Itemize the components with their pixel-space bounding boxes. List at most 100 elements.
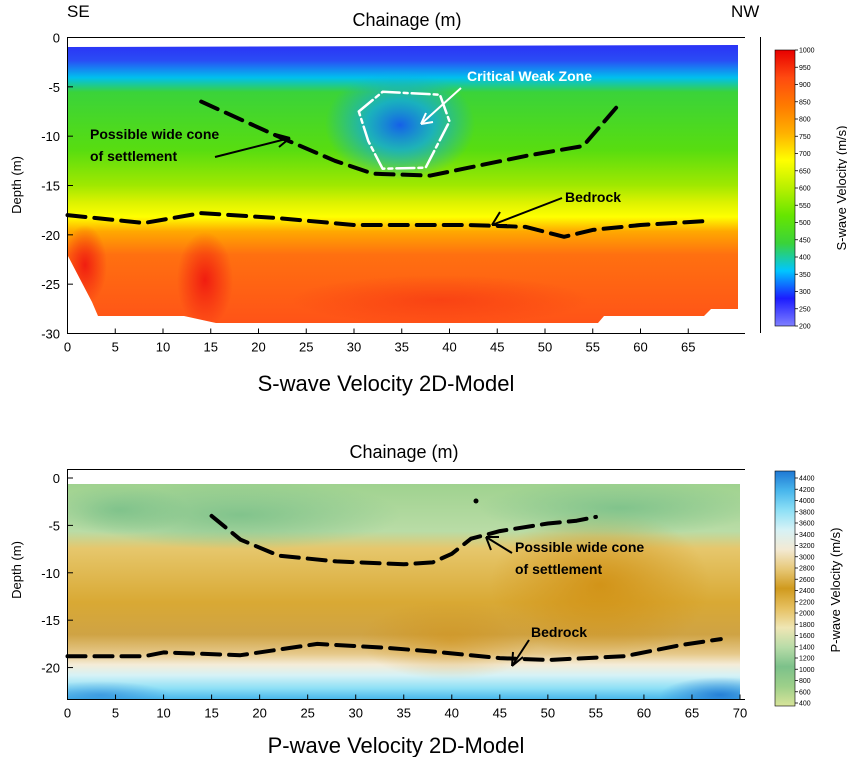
s-x-tick-label: 0 xyxy=(64,340,71,355)
p-interpretation-lines xyxy=(65,513,723,662)
s-chart-title: S-wave Velocity 2D-Model xyxy=(258,371,515,396)
p-colorbar-tick-label: 1200 xyxy=(799,656,815,663)
s-x-tick-label: 15 xyxy=(204,340,218,355)
p-x-tick-label: 0 xyxy=(64,706,71,721)
p-x-tick-label: 60 xyxy=(637,706,651,721)
s-colorbar-ticks: 1000 950 900 850 800 750 700 650 600 550 500 450 400… xyxy=(795,48,815,331)
s-colorbar-tick-label: 300 xyxy=(799,289,811,296)
p-x-tick-label: 15 xyxy=(204,706,218,721)
p-colorbar-tick-label: 2400 xyxy=(799,588,815,595)
s-colorbar-tick-label: 850 xyxy=(799,99,811,106)
p-x-tick-label: 55 xyxy=(589,706,603,721)
s-x-tick-label: 50 xyxy=(538,340,552,355)
s-corner-right: NW xyxy=(731,2,759,21)
p-velocity-field xyxy=(68,484,740,699)
p-colorbar-tick-label: 3000 xyxy=(799,554,815,561)
s-top-label: Chainage (m) xyxy=(352,10,461,30)
p-colorbar-tick-label: 1800 xyxy=(799,622,815,629)
p-colorbar-tick-label: 2600 xyxy=(799,577,815,584)
p-x-tick-label: 5 xyxy=(112,706,119,721)
s-weak-zone-arrow xyxy=(420,87,462,125)
p-x-tick-label: 50 xyxy=(541,706,555,721)
p-colorbar-tick-label: 2200 xyxy=(799,599,815,606)
s-colorbar: 1000 950 900 850 800 750 700 650 600 550 500 450 400… xyxy=(774,48,847,331)
p-x-tick-label: 10 xyxy=(156,706,170,721)
p-colorbar-tick-label: 1600 xyxy=(799,633,815,640)
p-colorbar-tick-label: 3800 xyxy=(799,509,815,516)
s-line-settlement-cone xyxy=(199,99,624,178)
s-y-ticks: 0 -5 -10 -15 -20 -25 -30 xyxy=(41,31,73,342)
s-colorbar-tick-label: 700 xyxy=(799,151,811,158)
p-colorbar-tick-label: 3600 xyxy=(799,521,815,528)
s-y-tick-label: -25 xyxy=(41,277,60,292)
s-y-tick-label: -30 xyxy=(41,327,60,342)
p-axes xyxy=(67,469,745,700)
p-x-tick-label: 35 xyxy=(397,706,411,721)
p-colorbar-tick-label: 4000 xyxy=(799,498,815,505)
p-colorbar-tick-label: 4400 xyxy=(799,476,815,483)
s-colorbar-tick-label: 1000 xyxy=(799,48,815,55)
p-y-tick-label: -10 xyxy=(41,566,60,581)
s-x-ticks: 0 5 10 15 20 25 30 35 40 45 50 55 60 65 xyxy=(64,328,695,355)
s-colorbar-tick-label: 450 xyxy=(799,237,811,244)
s-corner-left: SE xyxy=(67,2,90,21)
s-colorbar-tick-label: 500 xyxy=(799,220,811,227)
p-x-tick-label: 45 xyxy=(493,706,507,721)
p-x-tick-label: 70 xyxy=(733,706,747,721)
s-colorbar-tick-label: 800 xyxy=(799,117,811,124)
p-y-tick-label: 0 xyxy=(53,471,60,486)
p-x-tick-label: 25 xyxy=(300,706,314,721)
s-x-tick-label: 10 xyxy=(156,340,170,355)
s-annotation-cone-1: Possible wide cone xyxy=(90,126,219,142)
s-line-weak-zone xyxy=(357,90,451,170)
s-y-axis-label: Depth (m) xyxy=(9,156,24,214)
p-colorbar-tick-label: 3200 xyxy=(799,543,815,550)
p-y-tick-label: -15 xyxy=(41,613,60,628)
p-colorbar-label: P-wave Velocity (m/s) xyxy=(828,528,843,653)
s-x-tick-label: 25 xyxy=(299,340,313,355)
s-colorbar-tick-label: 400 xyxy=(799,255,811,262)
s-colorbar-label: S-wave Velocity (m/s) xyxy=(834,126,847,251)
p-wave-chart: Chainage (m) 0 5 10 15 20 25 30 35 40 45 50 55 60 65 7… xyxy=(9,442,843,758)
s-interpretation-lines xyxy=(65,90,710,239)
p-x-tick-label: 40 xyxy=(445,706,459,721)
s-colorbar-tick-label: 550 xyxy=(799,203,811,210)
s-colorbar-tick-label: 350 xyxy=(799,272,811,279)
p-x-tick-label: 20 xyxy=(252,706,266,721)
p-colorbar-ticks: 4400 4200 4000 3800 3600 3400 3200 3000 2800 2600… xyxy=(795,476,815,708)
p-colorbar-tick-label: 4200 xyxy=(799,487,815,494)
s-x-tick-label: 65 xyxy=(681,340,695,355)
s-line-bedrock xyxy=(65,211,710,239)
s-velocity-field xyxy=(68,45,738,323)
s-y-tick-label: -20 xyxy=(41,228,60,243)
p-colorbar-tick-label: 800 xyxy=(799,678,811,685)
s-colorbar-tick-label: 250 xyxy=(799,306,811,313)
s-x-tick-label: 20 xyxy=(251,340,265,355)
p-y-tick-label: -5 xyxy=(48,518,60,533)
p-annotation-bedrock: Bedrock xyxy=(531,624,587,640)
s-x-tick-label: 5 xyxy=(112,340,119,355)
s-y-tick-label: -10 xyxy=(41,129,60,144)
s-x-tick-label: 30 xyxy=(347,340,361,355)
s-x-tick-label: 45 xyxy=(490,340,504,355)
s-x-tick-label: 40 xyxy=(442,340,456,355)
p-y-axis-label: Depth (m) xyxy=(9,541,24,599)
p-y-tick-label: -20 xyxy=(41,661,60,676)
p-x-ticks: 0 5 10 15 20 25 30 35 40 45 50 55 60 65 70 xyxy=(64,694,747,721)
p-colorbar-tick-label: 2800 xyxy=(799,566,815,573)
s-bedrock-arrow xyxy=(491,197,563,226)
p-colorbar-tick-label: 2000 xyxy=(799,611,815,618)
s-colorbar-tick-label: 200 xyxy=(799,324,811,331)
s-colorbar-tick-label: 950 xyxy=(799,65,811,72)
p-y-ticks: 0 -5 -10 -15 -20 xyxy=(41,471,73,676)
s-x-tick-label: 55 xyxy=(586,340,600,355)
p-line-settlement-cone xyxy=(209,513,598,567)
p-colorbar-tick-label: 600 xyxy=(799,689,811,696)
p-marker-dot xyxy=(473,498,479,504)
p-x-tick-label: 30 xyxy=(348,706,362,721)
p-colorbar-tick-label: 1000 xyxy=(799,667,815,674)
s-colorbar-tick-label: 600 xyxy=(799,186,811,193)
s-y-tick-label: 0 xyxy=(53,31,60,46)
p-cone-arrow xyxy=(485,536,513,554)
